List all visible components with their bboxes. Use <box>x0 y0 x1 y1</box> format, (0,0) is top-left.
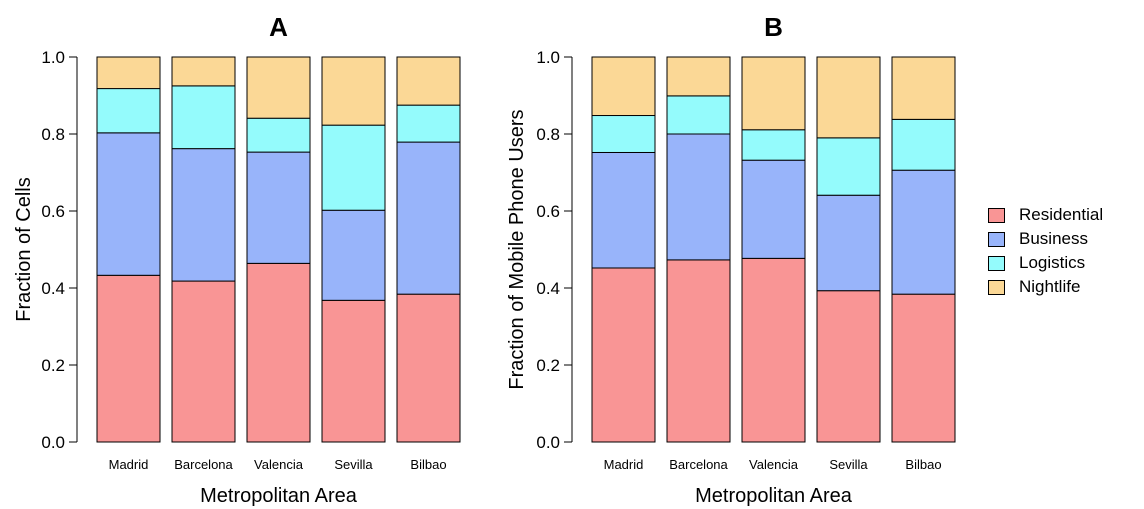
x-tick-label: Sevilla <box>829 457 868 472</box>
bar-segment-nightlife-barcelona <box>666 56 731 97</box>
legend-item-logistics: Logistics <box>988 251 1103 275</box>
y-axis-label: Fraction of Mobile Phone Users <box>506 109 528 389</box>
x-axis-label: Metropolitan Area <box>695 485 853 507</box>
x-tick-label: Barcelona <box>669 457 728 472</box>
x-tick-label: Madrid <box>604 457 644 472</box>
chart-title: B <box>764 12 783 42</box>
x-tick-label: Bilbao <box>905 457 941 472</box>
y-tick-label: 0.0 <box>41 433 65 452</box>
bar-segment-residential-valencia <box>741 257 806 443</box>
y-axis-label: Fraction of Cells <box>13 177 35 322</box>
bar-segment-nightlife-sevilla <box>321 56 386 126</box>
y-tick-label: 0.4 <box>41 279 65 298</box>
bar-segment-nightlife-madrid <box>96 56 161 90</box>
bar-segment-logistics-bilbao <box>891 118 956 171</box>
y-tick-label: 0.8 <box>41 125 65 144</box>
bar-segment-business-madrid <box>591 151 656 269</box>
y-tick-label: 0.0 <box>536 433 560 452</box>
y-tick-label: 0.6 <box>536 202 560 221</box>
legend-swatch-logistics <box>988 255 1005 271</box>
y-tick-label: 0.2 <box>536 356 560 375</box>
y-tick-label: 0.6 <box>41 202 65 221</box>
bar-segment-logistics-sevilla <box>321 124 386 211</box>
x-tick-label: Bilbao <box>410 457 446 472</box>
legend: Residential Business Logistics Nightlife <box>988 203 1103 299</box>
bar-segment-residential-madrid <box>96 274 161 443</box>
chart-panel-A: A 0.0 0.2 0.4 0.6 0.8 1.0 Fraction of Cells Madr… <box>13 12 461 507</box>
bar-segment-business-bilbao <box>891 169 956 295</box>
x-tick-label: Sevilla <box>334 457 373 472</box>
chart-title: A <box>269 12 288 42</box>
x-tick-label: Barcelona <box>174 457 233 472</box>
bar-segment-business-sevilla <box>816 194 881 292</box>
bar-segment-residential-sevilla <box>816 290 881 443</box>
y-tick-label: 0.8 <box>536 125 560 144</box>
x-tick-label: Valencia <box>254 457 304 472</box>
bar-segment-residential-bilbao <box>396 293 461 443</box>
bar-segment-nightlife-bilbao <box>891 56 956 120</box>
bar-segment-nightlife-bilbao <box>396 56 461 106</box>
bar-segment-nightlife-barcelona <box>171 56 236 87</box>
y-tick-label: 1.0 <box>536 48 560 67</box>
legend-label: Business <box>1019 229 1088 248</box>
legend-item-nightlife: Nightlife <box>988 275 1103 299</box>
legend-swatch-business <box>988 231 1005 247</box>
bar-segment-logistics-bilbao <box>396 104 461 143</box>
bar-segment-nightlife-madrid <box>591 56 656 117</box>
x-tick-label: Madrid <box>109 457 149 472</box>
bar-segment-residential-sevilla <box>321 299 386 443</box>
bar-segment-residential-valencia <box>246 262 311 443</box>
x-axis-label: Metropolitan Area <box>200 485 358 507</box>
bar-segment-residential-barcelona <box>171 280 236 443</box>
bar-segment-logistics-valencia <box>741 129 806 161</box>
y-tick-label: 0.4 <box>536 279 560 298</box>
bar-segment-business-barcelona <box>666 133 731 261</box>
y-tick-label: 1.0 <box>41 48 65 67</box>
bar-segment-residential-bilbao <box>891 293 956 443</box>
bar-segment-nightlife-sevilla <box>816 56 881 139</box>
bar-segment-residential-barcelona <box>666 259 731 443</box>
bar-segment-residential-madrid <box>591 267 656 443</box>
bar-segment-nightlife-valencia <box>741 56 806 131</box>
bar-segment-logistics-barcelona <box>666 95 731 135</box>
bar-segment-logistics-sevilla <box>816 137 881 196</box>
legend-swatch-nightlife <box>988 279 1005 295</box>
x-tick-label: Valencia <box>749 457 799 472</box>
bar-segment-business-sevilla <box>321 209 386 301</box>
legend-label: Logistics <box>1019 253 1086 272</box>
bar-segment-logistics-madrid <box>591 115 656 153</box>
legend-item-business: Business <box>988 227 1103 251</box>
bar-segment-business-madrid <box>96 132 161 276</box>
bar-segment-logistics-barcelona <box>171 85 236 150</box>
legend-label: Nightlife <box>1019 277 1081 296</box>
bar-segment-logistics-valencia <box>246 117 311 153</box>
chart-panel-B: B 0.0 0.2 0.4 0.6 0.8 1.0 Fraction of Mobile Ph… <box>506 12 956 507</box>
bar-segment-logistics-madrid <box>96 88 161 134</box>
bar-segment-business-bilbao <box>396 141 461 295</box>
bar-segment-nightlife-valencia <box>246 56 311 119</box>
y-tick-label: 0.2 <box>41 356 65 375</box>
legend-item-residential: Residential <box>988 203 1103 227</box>
bar-segment-business-barcelona <box>171 148 236 282</box>
bar-segment-business-valencia <box>246 151 311 264</box>
legend-swatch-residential <box>988 207 1005 223</box>
legend-label: Residential <box>1019 205 1104 224</box>
bar-segment-business-valencia <box>741 159 806 259</box>
